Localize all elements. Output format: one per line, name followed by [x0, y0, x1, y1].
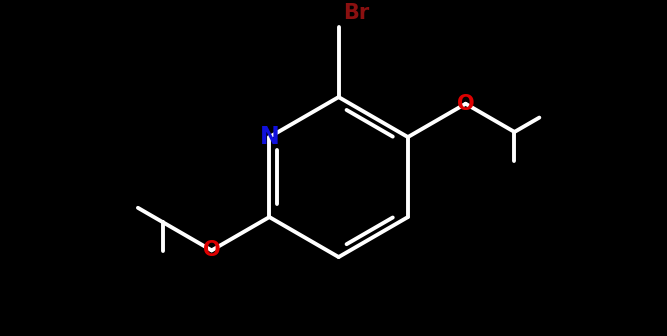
Text: N: N	[259, 125, 279, 149]
Text: Br: Br	[343, 3, 369, 23]
Text: O: O	[457, 94, 474, 114]
Text: O: O	[203, 240, 221, 260]
